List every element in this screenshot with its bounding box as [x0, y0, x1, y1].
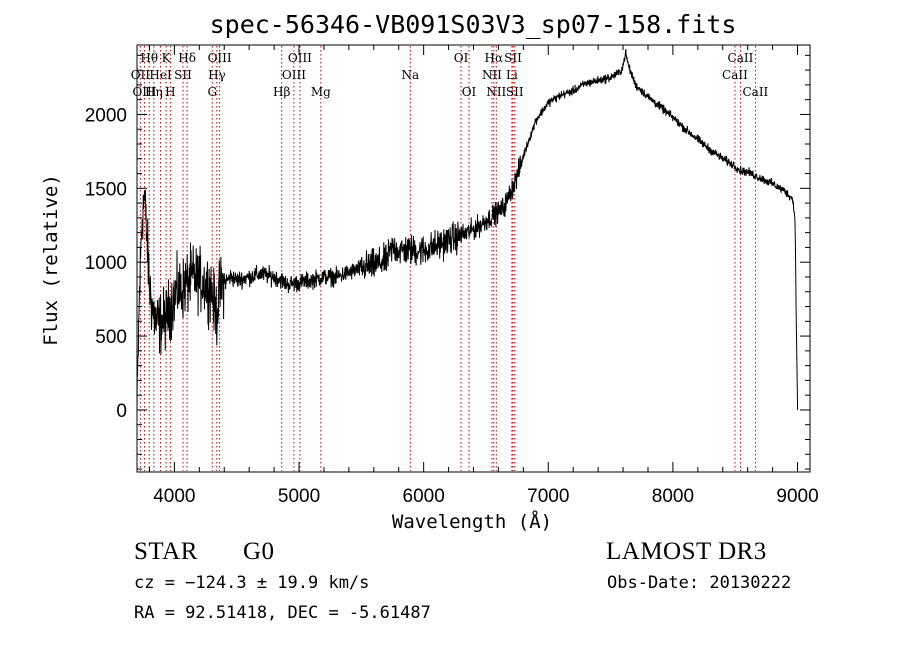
x-tick-label: 7000: [527, 486, 569, 507]
x-tick-label: 4000: [153, 486, 195, 507]
spectral-line-label: H: [165, 85, 175, 99]
plot-frame: [136, 44, 811, 473]
spectral-line-label: Mg: [311, 85, 331, 99]
spectral-line-label: Hβ: [273, 85, 290, 99]
x-tick-label: 8000: [652, 486, 694, 507]
spectral-line-label: CaII: [742, 85, 768, 99]
spectral-line-label: Na: [401, 68, 419, 82]
x-axis-label: Wavelength (Å): [392, 510, 552, 533]
spectral-line-label: OI: [454, 51, 469, 65]
spectral-line-label: Hα: [485, 51, 504, 65]
spectral-line-label: G: [207, 85, 217, 99]
spectral-line-label: Hη: [145, 85, 163, 99]
y-tick-label: 1000: [85, 253, 127, 274]
y-axis-label: Flux (relative): [40, 174, 62, 346]
coordinates: RA = 92.51418, DEC = -5.61487: [134, 603, 431, 623]
spectral-line-label: SII: [504, 51, 522, 65]
spectral-line-label: Hδ: [178, 51, 196, 65]
spectral-line-label: Li: [506, 68, 518, 82]
spectral-line-label: OIII: [208, 51, 232, 65]
spectral-line-label: OII: [131, 68, 151, 82]
redshift-velocity: cz = −124.3 ± 19.9 km/s: [134, 573, 370, 593]
spectral-line-label: NII: [482, 68, 502, 82]
object-class: STAR: [134, 538, 198, 565]
spectral-line-label: SII: [506, 85, 524, 99]
observation-date: Obs-Date: 20130222: [607, 573, 792, 593]
spectral-line-label: Hγ: [208, 68, 226, 82]
y-tick-label: 500: [95, 327, 127, 348]
x-tick-label: 5000: [278, 486, 320, 507]
spectral-line-label: OI: [462, 85, 477, 99]
spectral-line-label: HeI: [149, 68, 172, 82]
spectral-line-label: OIII: [282, 68, 306, 82]
y-axis: 0 500 1000 1500 2000: [85, 54, 810, 470]
chart-title: spec-56346-VB091S03V3_sp07-158.fits: [210, 10, 737, 39]
spectrum-line: [136, 48, 798, 410]
spectral-line-label: CaII: [722, 68, 748, 82]
spectral-line-label: Hθ: [140, 51, 158, 65]
survey-name: LAMOST DR3: [606, 538, 767, 565]
y-tick-label: 2000: [85, 105, 127, 126]
x-tick-label: 9000: [776, 486, 818, 507]
x-axis: 4000 5000 6000 7000 8000 9000: [148, 45, 819, 507]
y-tick-label: 0: [116, 401, 127, 422]
spectral-line-label: CaII: [728, 51, 754, 65]
spectral-line-labels: OII OIII Hθ Hη HeI K H SII Hδ G Hγ OIII Hβ OIII OIII Mg…: [131, 51, 769, 99]
y-tick-label: 1500: [85, 179, 127, 200]
spectral-line-label: NII: [486, 85, 506, 99]
spectral-subclass: G0: [243, 538, 275, 565]
spectral-line-label: OIII: [288, 51, 312, 65]
x-tick-label: 6000: [403, 486, 445, 507]
spectral-line-label: OIII: [132, 85, 156, 99]
spectral-line-label: SII: [174, 68, 192, 82]
spectral-line-label: K: [162, 51, 172, 65]
